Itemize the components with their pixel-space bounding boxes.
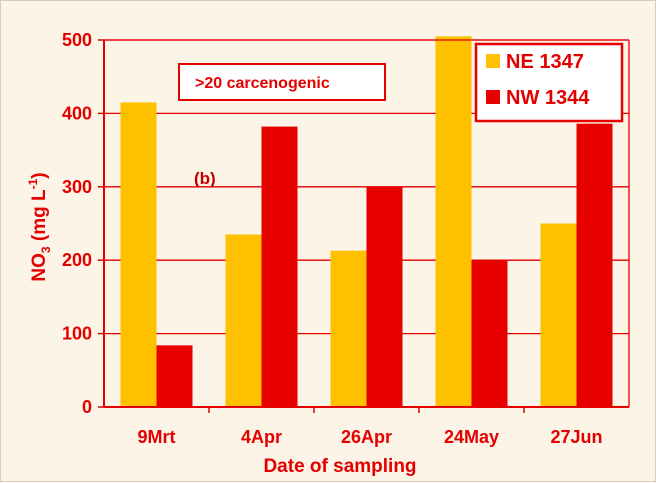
annotation-text: >20 carcenogenic: [195, 75, 330, 92]
bar: [330, 250, 367, 407]
x-tick-label: 24May: [444, 427, 499, 447]
panel-label: (b): [194, 169, 216, 188]
x-axis-title: Date of sampling: [263, 456, 416, 477]
y-tick-label: 0: [82, 397, 92, 417]
x-tick-labels: 9Mrt 4Apr 26Apr 24May 27Jun: [137, 427, 602, 447]
y-tick-label: 500: [62, 30, 92, 50]
y-tick-label: 100: [62, 324, 92, 344]
y-tick-label: 200: [62, 250, 92, 270]
bar: [120, 102, 157, 407]
bars: [120, 36, 613, 408]
annotation-box: >20 carcenogenic: [178, 63, 386, 101]
bar: [261, 126, 298, 407]
y-tick-label: 400: [62, 103, 92, 123]
legend-label: NE 1347: [506, 51, 584, 73]
y-axis-title: NO3 (mg L-1): [26, 172, 53, 281]
axes: [98, 39, 630, 413]
bar: [225, 234, 262, 407]
x-tick-label: 4Apr: [241, 427, 282, 447]
y-tick-label: 300: [62, 177, 92, 197]
bar: [156, 345, 193, 407]
legend-swatch: [486, 90, 500, 104]
x-tick-label: 27Jun: [550, 427, 602, 447]
x-tick-label: 9Mrt: [137, 427, 175, 447]
bar: [366, 186, 403, 407]
y-tick-labels: 0 100 200 300 400 500: [62, 30, 92, 417]
legend: NE 1347 NW 1344: [474, 42, 624, 123]
bar: [576, 123, 613, 408]
x-tick-label: 26Apr: [341, 427, 392, 447]
bar: [471, 260, 508, 407]
legend-label: NW 1344: [506, 87, 590, 109]
bar: [540, 223, 577, 407]
legend-swatch: [486, 54, 500, 68]
bar: [435, 36, 472, 408]
